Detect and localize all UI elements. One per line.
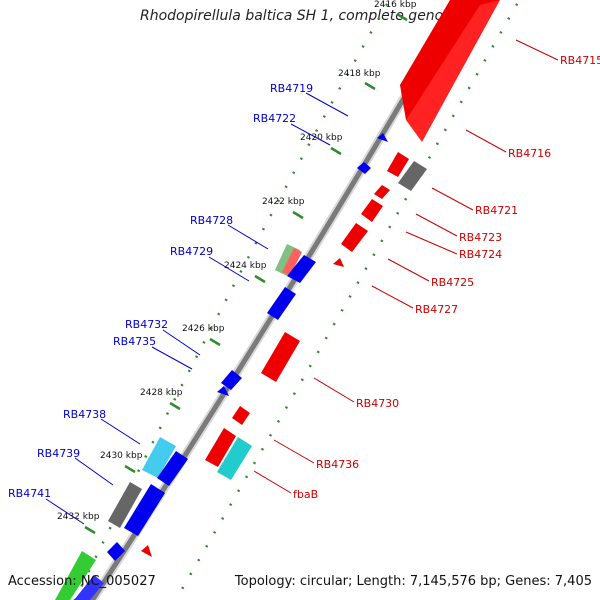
tick-label-7: 2430 kbp bbox=[100, 451, 143, 461]
tick-label-0: 2416 kbp bbox=[374, 0, 417, 10]
leader-line-left-6 bbox=[100, 418, 141, 445]
gene-rb4724 bbox=[361, 199, 383, 222]
gene-rb4725 bbox=[341, 223, 368, 252]
leader-line-left-2 bbox=[227, 224, 269, 250]
leader-line-right-8 bbox=[273, 439, 315, 464]
leader-line-right-5 bbox=[387, 258, 430, 282]
gene-rb4738b bbox=[157, 451, 188, 486]
leader-line-left-4 bbox=[162, 329, 201, 356]
leader-line-right-7 bbox=[313, 377, 355, 403]
gene-rb4736-b bbox=[205, 428, 236, 467]
tick-label-8: 2432 kbp bbox=[57, 512, 100, 522]
leader-line-right-2 bbox=[431, 187, 474, 211]
tick-mark-7 bbox=[124, 464, 136, 474]
gene-rb4716 bbox=[406, 0, 500, 142]
gene-label-right-3: RB4723 bbox=[459, 231, 502, 244]
kbp-ticks: 2416 kbp 2418 kbp 2420 kbp 2422 kbp 2424 kbp… bbox=[57, 0, 417, 535]
tick-mark-4 bbox=[254, 274, 266, 284]
leader-line-left-3 bbox=[208, 256, 250, 282]
topology-text: Topology: circular; Length: 7,145,576 bp… bbox=[234, 574, 592, 589]
leader-line-left-8 bbox=[45, 498, 85, 525]
tick-label-1: 2418 kbp bbox=[338, 69, 381, 79]
leader-line-right-6 bbox=[371, 285, 414, 309]
gene-label-right-4: RB4724 bbox=[459, 248, 502, 261]
gene-rb4727 bbox=[333, 258, 344, 267]
gene-fbab bbox=[217, 437, 252, 480]
leader-line-left-0 bbox=[305, 92, 349, 117]
gene-label-left-0: RB4719 bbox=[270, 82, 313, 95]
gene-labels: RB4719 RB4722 RB4728 RB4729 RB4732 RB4735 RB47… bbox=[8, 39, 600, 525]
gene-label-left-5: RB4735 bbox=[113, 335, 156, 348]
gene-rb4739 bbox=[108, 482, 142, 528]
gene-label-left-4: RB4732 bbox=[125, 318, 168, 331]
tick-label-3: 2422 kbp bbox=[262, 197, 305, 207]
tick-mark-8 bbox=[84, 525, 96, 535]
tick-label-2: 2420 kbp bbox=[300, 133, 343, 143]
gene-label-right-0: RB4715 bbox=[560, 54, 600, 67]
gene-rb4722 bbox=[357, 162, 371, 174]
gene-label-right-7: RB4730 bbox=[356, 397, 399, 410]
gene-label-left-1: RB4722 bbox=[253, 112, 296, 125]
tick-mark-5 bbox=[209, 337, 221, 347]
gene-label-right-2: RB4721 bbox=[475, 204, 518, 217]
gene-small-red bbox=[141, 545, 152, 557]
gene-label-right-6: RB4727 bbox=[415, 303, 458, 316]
gene-rb4723 bbox=[374, 185, 390, 199]
gene-label-right-5: RB4725 bbox=[431, 276, 474, 289]
gene-label-right-1: RB4716 bbox=[508, 147, 551, 160]
gene-rb4728-stripe2 bbox=[282, 248, 302, 276]
inner-guide-right bbox=[174, 0, 521, 600]
leader-line-right-4 bbox=[405, 231, 458, 255]
leader-line-left-7 bbox=[74, 457, 114, 486]
gene-label-left-6: RB4738 bbox=[63, 408, 106, 421]
accession-text: Accession: NC_005027 bbox=[8, 574, 156, 589]
gene-rb4738 bbox=[142, 437, 176, 478]
tick-mark-1 bbox=[364, 81, 376, 91]
gene-label-right-9: fbaB bbox=[293, 488, 318, 501]
tick-label-6: 2428 kbp bbox=[140, 388, 183, 398]
tick-mark-3 bbox=[292, 210, 304, 220]
gene-rb4736-a bbox=[232, 406, 250, 425]
leader-line-left-1 bbox=[290, 123, 331, 146]
gene-rb4721-red bbox=[387, 152, 409, 177]
gene-label-left-2: RB4728 bbox=[190, 214, 233, 227]
gene-bottom-blue bbox=[74, 575, 104, 600]
gene-label-left-3: RB4729 bbox=[170, 245, 213, 258]
gene-rb4741 bbox=[107, 542, 125, 561]
gene-rb4721-grey bbox=[398, 161, 427, 191]
tick-mark-2 bbox=[330, 146, 342, 156]
tick-mark-6 bbox=[169, 401, 181, 411]
map-title: Rhodopirellula baltica SH 1, complete ge… bbox=[140, 8, 466, 24]
leader-line-left-5 bbox=[151, 346, 193, 370]
gene-rb4719 bbox=[377, 133, 388, 142]
leader-line-right-1 bbox=[465, 129, 507, 153]
gene-rb4739b bbox=[124, 484, 165, 536]
gene-rb4729 bbox=[287, 255, 316, 283]
gene-rb4730 bbox=[261, 332, 300, 382]
reverse-genes bbox=[55, 133, 388, 600]
gene-rb4732 bbox=[221, 370, 242, 390]
gene-rb4729b bbox=[267, 287, 296, 320]
leader-line-right-3 bbox=[415, 213, 458, 237]
tick-mark-0 bbox=[396, 12, 408, 22]
leader-line-right-0 bbox=[515, 39, 559, 61]
gene-rb4735 bbox=[217, 386, 229, 396]
tick-label-4: 2424 kbp bbox=[224, 261, 267, 271]
gene-bottom-green bbox=[55, 551, 96, 600]
gene-label-left-7: RB4739 bbox=[37, 447, 80, 460]
forward-genes bbox=[141, 0, 500, 557]
tick-label-5: 2426 kbp bbox=[182, 324, 225, 334]
gene-label-right-8: RB4736 bbox=[316, 458, 359, 471]
gene-label-left-8: RB4741 bbox=[8, 487, 51, 500]
leader-line-right-9 bbox=[253, 470, 292, 494]
